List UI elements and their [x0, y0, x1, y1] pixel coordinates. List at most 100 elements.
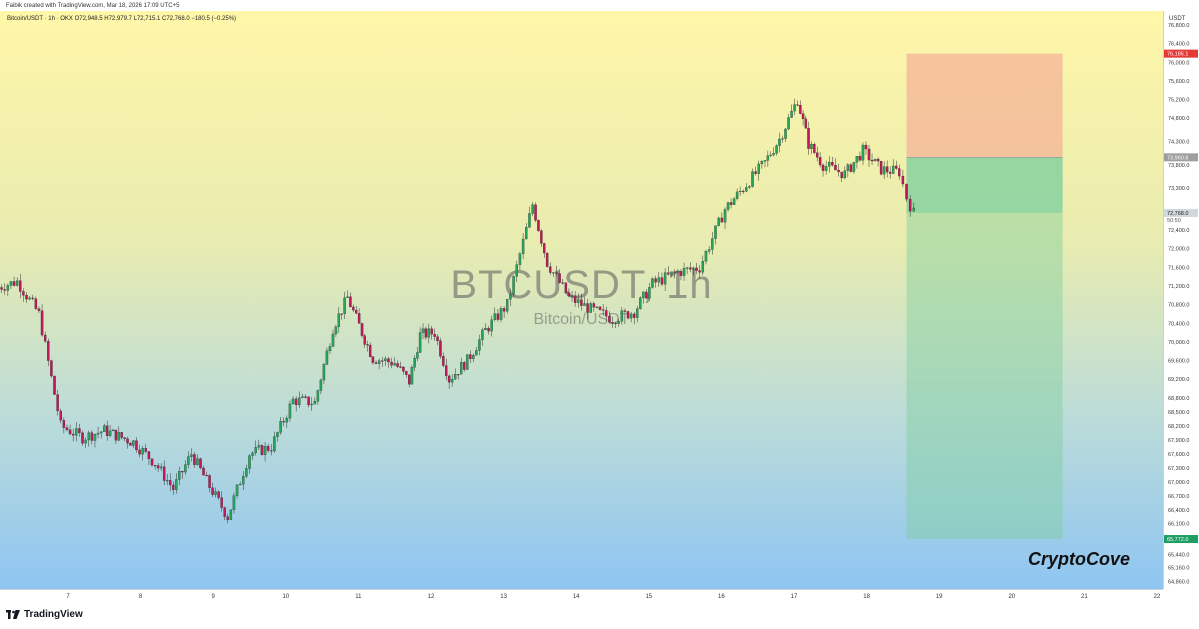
x-tick-label: 11 — [355, 594, 362, 600]
candle-body — [484, 328, 487, 331]
candle-body — [156, 465, 160, 469]
candle-body — [858, 156, 862, 161]
candle-body — [405, 371, 408, 375]
y-tick-label: 65,440.0 — [1168, 553, 1189, 559]
candle-body — [589, 303, 592, 313]
x-tick-label: 16 — [718, 594, 725, 600]
candle-body — [424, 328, 428, 338]
y-tick-label: 67,300.0 — [1168, 466, 1189, 472]
candle-body — [766, 155, 770, 161]
candle-body — [714, 225, 717, 239]
y-tick-label: 70,800.0 — [1168, 303, 1189, 309]
candle-body — [670, 271, 673, 275]
candle-body — [745, 187, 748, 192]
candle-body — [796, 104, 799, 106]
candle-body — [68, 429, 72, 435]
y-tick-label: 66,400.0 — [1168, 508, 1189, 514]
candle-body — [47, 341, 50, 361]
candle-body — [84, 439, 87, 444]
candle-body — [466, 354, 469, 370]
price-axis[interactable] — [1163, 11, 1199, 589]
candle-body — [490, 319, 493, 332]
candle-body — [120, 432, 123, 438]
candle-body — [245, 468, 248, 477]
candle-body — [15, 280, 19, 286]
candle-body — [251, 452, 254, 456]
candle-body — [304, 396, 307, 398]
candle-body — [43, 334, 47, 342]
candle-body — [509, 294, 512, 300]
candle-body — [901, 175, 905, 185]
candle-body — [639, 297, 642, 309]
x-tick-label: 10 — [282, 594, 289, 600]
candle-body — [861, 144, 865, 161]
candle-body — [852, 162, 856, 172]
candle-body — [879, 160, 883, 175]
candle-body — [515, 264, 518, 277]
candle-body — [71, 433, 75, 436]
candle-body — [540, 230, 543, 244]
time-axis[interactable] — [0, 589, 1163, 604]
candle-body — [288, 403, 292, 419]
candle-body — [374, 362, 378, 364]
candle-body — [611, 322, 614, 324]
candle-body — [720, 217, 724, 223]
y-tick-label: 68,800.0 — [1168, 396, 1189, 402]
candle-body — [787, 117, 790, 130]
candle-body — [334, 326, 338, 335]
candle-body — [307, 396, 310, 406]
y-tick-label: 75,200.0 — [1168, 98, 1189, 104]
tradingview-logo-icon — [6, 610, 20, 620]
current-price-label-bg — [1164, 208, 1198, 217]
candle-body — [172, 484, 175, 490]
candle-body — [357, 313, 361, 324]
candle-body — [555, 272, 558, 274]
candle-body — [695, 267, 698, 271]
candle-body — [816, 152, 819, 158]
candle-body — [279, 421, 282, 433]
candle-body — [162, 466, 166, 481]
candle-body — [905, 183, 908, 200]
candle-body — [202, 467, 205, 476]
candle-body — [205, 475, 208, 477]
candle-body — [763, 160, 767, 162]
candle-body — [793, 104, 796, 112]
y-tick-label: 71,600.0 — [1168, 265, 1189, 271]
candle-body — [760, 160, 764, 165]
candle-body — [298, 397, 301, 406]
candle-body — [50, 360, 53, 377]
candle-body — [62, 420, 66, 428]
y-tick-label: 73,800.0 — [1168, 163, 1189, 169]
candle-body — [843, 170, 847, 179]
candle-body — [834, 164, 837, 171]
candle-body — [605, 310, 608, 317]
candle-body — [531, 204, 534, 214]
candle-body — [506, 299, 509, 312]
candle-body — [396, 363, 399, 367]
candle-body — [381, 360, 384, 362]
candle-body — [123, 437, 126, 439]
candle-body — [427, 328, 431, 338]
candle-body — [876, 158, 880, 162]
y-tick-label: 70,000.0 — [1168, 340, 1189, 346]
candle-body — [402, 366, 405, 372]
tradingview-brand[interactable]: TradingView — [6, 609, 83, 620]
x-tick-label: 13 — [500, 594, 507, 600]
y-tick-label: 70,400.0 — [1168, 321, 1189, 327]
candle-body — [220, 497, 223, 508]
candle-body — [19, 280, 22, 292]
candle-body — [552, 272, 555, 274]
candle-body — [735, 191, 739, 199]
candle-body — [257, 445, 261, 448]
candle-body — [667, 272, 670, 275]
candle-body — [717, 217, 720, 226]
candle-body — [242, 476, 245, 485]
candle-body — [343, 297, 346, 314]
y-tick-label: 74,300.0 — [1168, 140, 1189, 146]
candle-body — [663, 272, 667, 285]
candle-body — [187, 456, 190, 465]
candle-body — [6, 285, 10, 291]
candle-body — [371, 356, 375, 363]
author-signature: CryptoCove — [1028, 549, 1131, 569]
candle-body — [790, 110, 793, 118]
